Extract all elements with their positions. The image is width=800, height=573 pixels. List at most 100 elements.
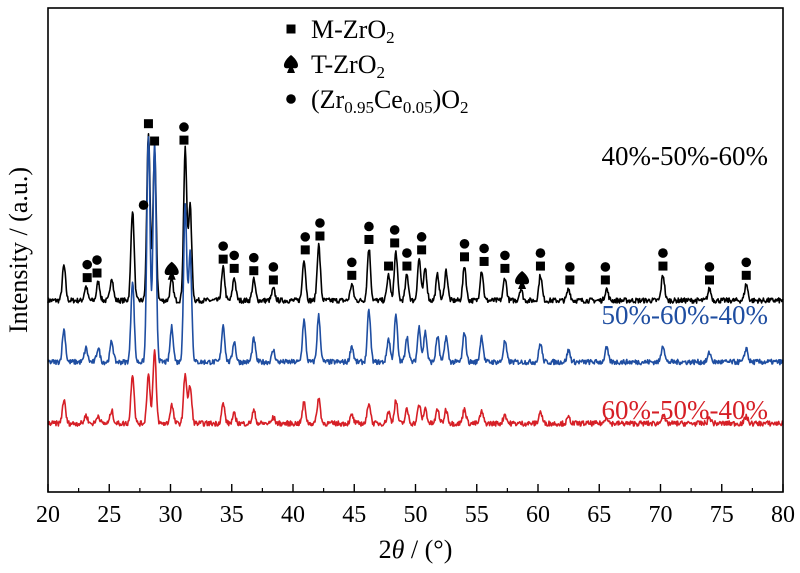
circle-marker-icon <box>300 232 311 242</box>
legend-label: T-ZrO2 <box>311 50 385 82</box>
square-marker-icon <box>143 119 153 129</box>
square-marker-icon <box>364 234 374 244</box>
peak-annotation <box>218 241 228 264</box>
square-marker-icon <box>179 135 189 145</box>
circle-marker-icon <box>479 243 489 254</box>
peak-annotation <box>479 243 489 266</box>
peak-annotation <box>92 255 102 278</box>
square-marker-icon <box>315 231 325 241</box>
circle-marker-icon <box>402 248 412 258</box>
square-marker-icon <box>286 24 296 34</box>
square-marker-icon <box>402 261 412 271</box>
peak-annotation <box>500 250 510 273</box>
peak-annotation <box>347 257 357 280</box>
x-tick-label: 75 <box>710 502 734 528</box>
square-marker-icon <box>741 270 751 280</box>
x-tick-label: 45 <box>342 502 366 528</box>
x-axis-title: 2θ / (°) <box>379 535 453 564</box>
square-marker-icon <box>705 275 714 285</box>
series-label-3: 60%-50%-40% <box>602 395 768 425</box>
circle-marker-icon <box>389 225 400 235</box>
series-label-1: 40%-50%-60% <box>602 141 768 171</box>
peak-annotation <box>150 136 160 146</box>
circle-marker-icon <box>459 239 470 249</box>
x-tick-label: 30 <box>159 502 183 528</box>
circle-marker-icon <box>565 262 575 272</box>
series-label-2: 50%-60%-40% <box>602 300 768 330</box>
series-label-layer: 40%-50%-60% 50%-60%-40% 60%-50%-40% <box>602 141 768 425</box>
square-marker-icon <box>218 254 228 264</box>
peak-annotation <box>364 221 374 244</box>
circle-marker-icon <box>741 257 752 268</box>
y-axis-title: Intensity / (a.u.) <box>4 167 33 333</box>
square-marker-icon <box>229 263 239 273</box>
circle-marker-icon <box>179 122 189 132</box>
legend-entry-3: (Zr0.95Ce0.05)O2 <box>286 85 469 117</box>
peak-annotation <box>315 218 325 241</box>
legend-entry-2: T-ZrO2 <box>283 50 385 82</box>
peak-annotation <box>143 119 153 129</box>
legend-label: (Zr0.95Ce0.05)O2 <box>311 85 469 117</box>
peak-annotation <box>164 261 179 280</box>
peak-annotation <box>600 262 611 285</box>
circle-marker-icon <box>229 250 239 261</box>
square-marker-icon <box>479 256 489 266</box>
peak-annotation <box>300 232 311 255</box>
circle-marker-icon <box>704 262 715 272</box>
square-marker-icon <box>300 245 310 255</box>
peak-annotation <box>249 252 259 276</box>
square-marker-icon <box>249 266 259 276</box>
circle-marker-icon <box>218 241 228 251</box>
square-marker-icon <box>658 261 668 271</box>
series-line-2 <box>47 136 784 366</box>
circle-marker-icon <box>268 262 279 272</box>
circle-marker-icon <box>658 248 668 258</box>
x-tick-label: 50 <box>404 502 428 528</box>
spade-marker-icon <box>515 270 530 289</box>
peak-annotation <box>704 262 715 285</box>
peak-annotation <box>384 261 394 271</box>
square-marker-icon <box>347 270 357 280</box>
x-tick-label: 40 <box>281 502 305 528</box>
x-tick-label: 70 <box>649 502 673 528</box>
circle-marker-icon <box>364 221 374 232</box>
spade-marker-icon <box>283 55 299 73</box>
circle-marker-icon <box>416 232 427 242</box>
peak-annotation <box>268 262 279 285</box>
circle-marker-icon <box>315 218 325 228</box>
peak-annotation <box>658 248 668 271</box>
square-marker-icon <box>82 273 92 283</box>
peak-annotation <box>741 257 752 280</box>
x-tick-label: 80 <box>771 502 795 528</box>
peak-annotation <box>459 239 470 262</box>
legend-label: M-ZrO2 <box>311 15 395 47</box>
circle-marker-icon <box>347 257 357 268</box>
x-tick-label: 35 <box>220 502 244 528</box>
axis-layer: 20 25 30 35 40 45 50 55 60 65 70 75 80 2θ / (°) Intens… <box>4 7 795 564</box>
circle-marker-icon <box>249 252 259 263</box>
peak-marker-layer <box>82 119 752 289</box>
square-marker-icon <box>417 245 427 255</box>
x-tick-label: 55 <box>465 502 489 528</box>
peak-annotation <box>535 248 546 271</box>
peak-annotation <box>389 225 400 248</box>
peak-annotation <box>229 250 239 273</box>
x-tick-label: 20 <box>36 502 60 528</box>
circle-marker-icon <box>535 248 546 258</box>
x-tick-label: 65 <box>587 502 611 528</box>
legend-entry-1: M-ZrO2 <box>286 15 395 47</box>
x-tick-label: 25 <box>97 502 121 528</box>
peak-annotation <box>416 232 427 255</box>
square-marker-icon <box>268 275 278 285</box>
square-marker-icon <box>565 275 575 285</box>
peak-annotation <box>515 270 530 289</box>
circle-marker-icon <box>92 255 102 265</box>
circle-marker-icon <box>138 200 149 210</box>
series-line-3 <box>47 349 784 427</box>
square-marker-icon <box>535 261 545 271</box>
series-layer <box>47 133 784 427</box>
square-marker-icon <box>600 275 610 285</box>
spade-marker-icon <box>164 261 179 280</box>
